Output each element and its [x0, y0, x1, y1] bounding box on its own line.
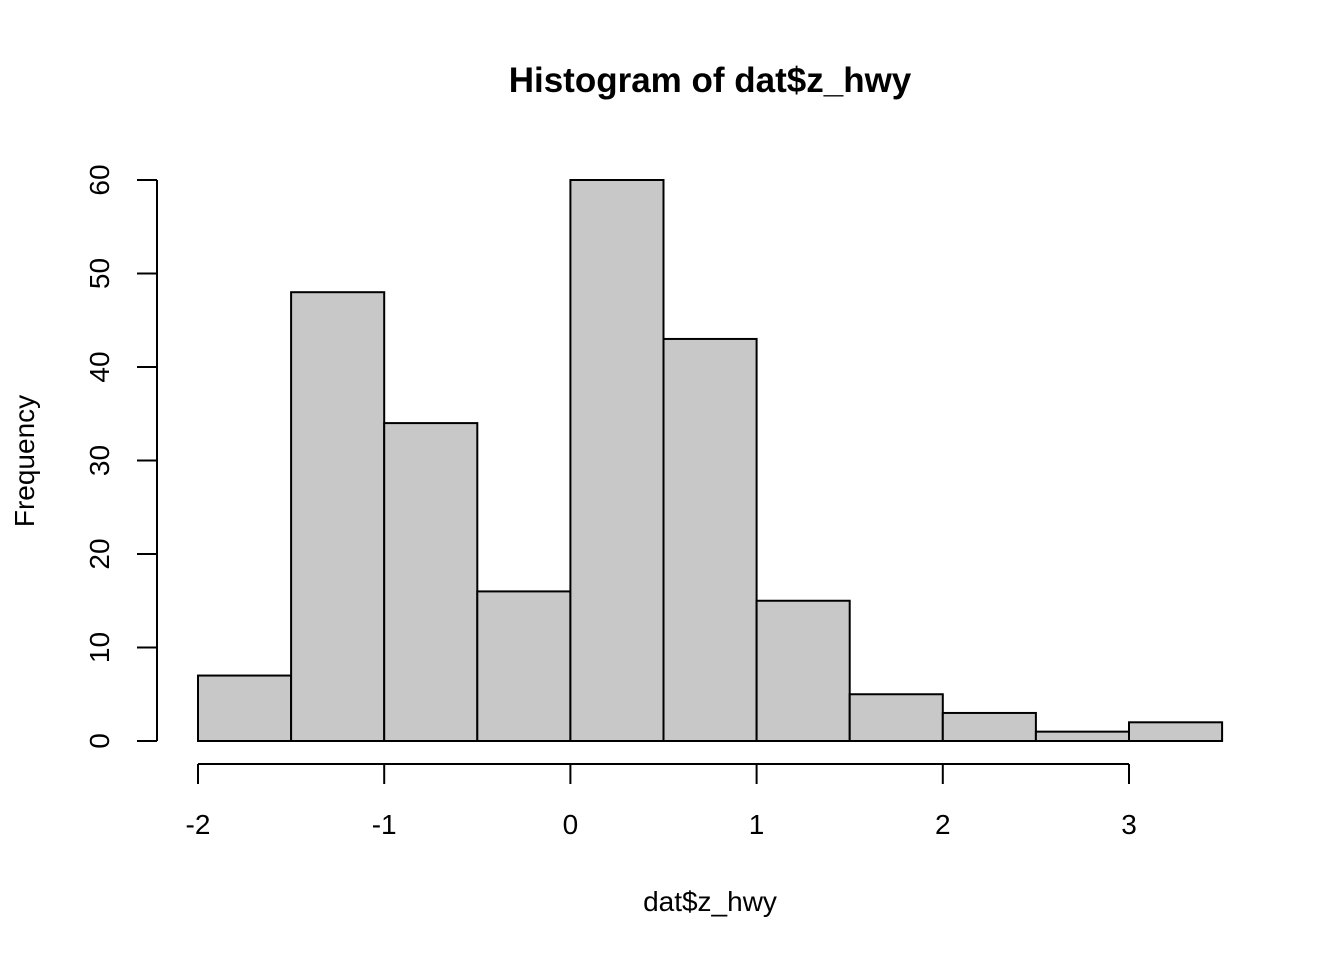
histogram-bar [383, 422, 479, 742]
x-axis: -2 -1 0 1 2 3 [186, 763, 1137, 840]
y-tick-label: 50 [84, 258, 115, 289]
y-tick-label: 20 [84, 538, 115, 569]
y-axis-title: Frequency [9, 395, 40, 527]
histogram-bar [1034, 730, 1131, 743]
histogram-bar [755, 599, 851, 742]
y-axis: 0 10 20 30 40 50 60 [84, 164, 158, 749]
x-axis-title: dat$z_hwy [643, 886, 777, 917]
y-tick-label: 0 [84, 733, 115, 749]
y-tick-label: 10 [84, 632, 115, 663]
x-tick-label: 0 [563, 809, 579, 840]
histogram-bar [569, 179, 665, 742]
chart-title: Histogram of dat$z_hwy [509, 61, 912, 100]
bars-group [197, 179, 1224, 743]
histogram-bar [1128, 721, 1224, 742]
histogram-bar [848, 693, 944, 742]
histogram-bar [662, 337, 758, 742]
x-tick-label: -2 [186, 809, 211, 840]
y-tick-label: 40 [84, 351, 115, 382]
x-tick-label: 3 [1121, 809, 1137, 840]
x-tick-label: 1 [749, 809, 765, 840]
histogram-bar [197, 674, 293, 742]
histogram-bar [941, 711, 1037, 743]
x-tick-label: -1 [372, 809, 397, 840]
x-tick-label: 2 [935, 809, 951, 840]
histogram-bar [476, 590, 572, 743]
y-tick-label: 30 [84, 445, 115, 476]
y-tick-label: 60 [84, 164, 115, 195]
histogram-bar [290, 291, 386, 742]
